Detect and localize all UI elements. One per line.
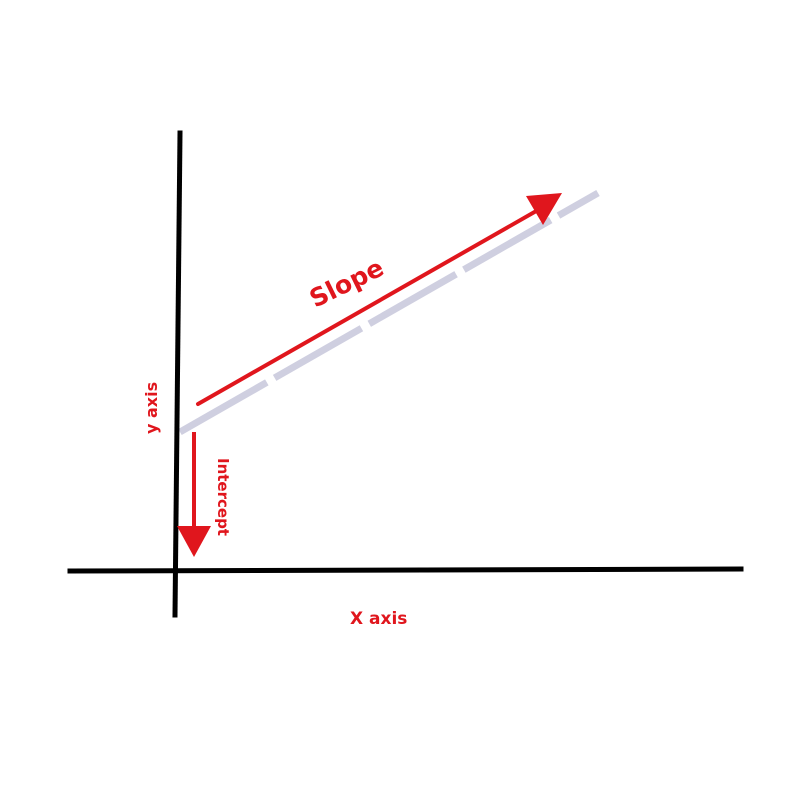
- x-axis-label: X axis: [350, 609, 407, 629]
- intercept-arrow-head: [177, 526, 211, 557]
- regression-line: [178, 189, 600, 436]
- slope-arrow-shaft: [196, 208, 540, 406]
- y-axis-line: [172, 130, 183, 618]
- x-axis-line: [67, 566, 744, 574]
- y-axis-label: y axis: [142, 382, 161, 434]
- slope-arrow-head: [526, 193, 562, 225]
- intercept-label: Intercept: [214, 458, 232, 536]
